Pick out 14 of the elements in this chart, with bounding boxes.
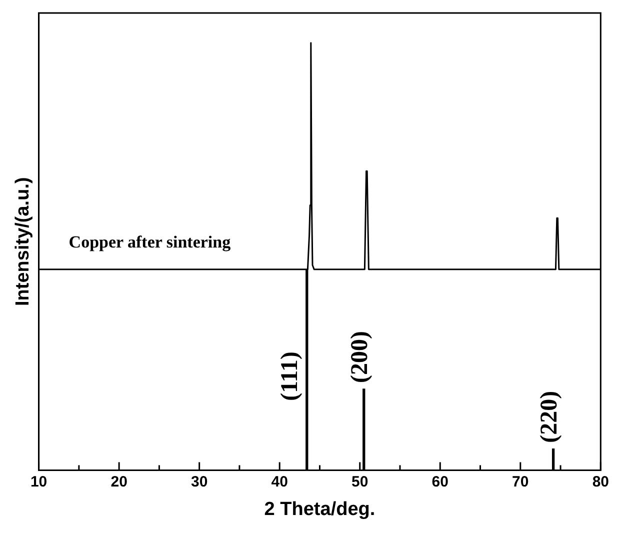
x-tick-label: 30: [190, 473, 208, 490]
x-tick-label: 20: [110, 473, 128, 490]
x-tick-label: 80: [592, 473, 609, 490]
series-label: Copper after sintering: [68, 232, 232, 252]
x-tick-label: 70: [512, 473, 529, 490]
x-tick-label: 50: [352, 473, 368, 490]
x-tick-label: 40: [271, 473, 288, 490]
x-tick-label: 10: [30, 473, 48, 490]
annotation: (111): [277, 352, 304, 401]
y-axis-title: Intensity/(a.u.): [12, 177, 34, 306]
x-tick-label: 60: [432, 473, 448, 490]
annotation: (220): [536, 390, 563, 443]
x-axis-title: 2 Theta/deg.: [264, 498, 376, 520]
annotation: (200): [347, 331, 374, 384]
